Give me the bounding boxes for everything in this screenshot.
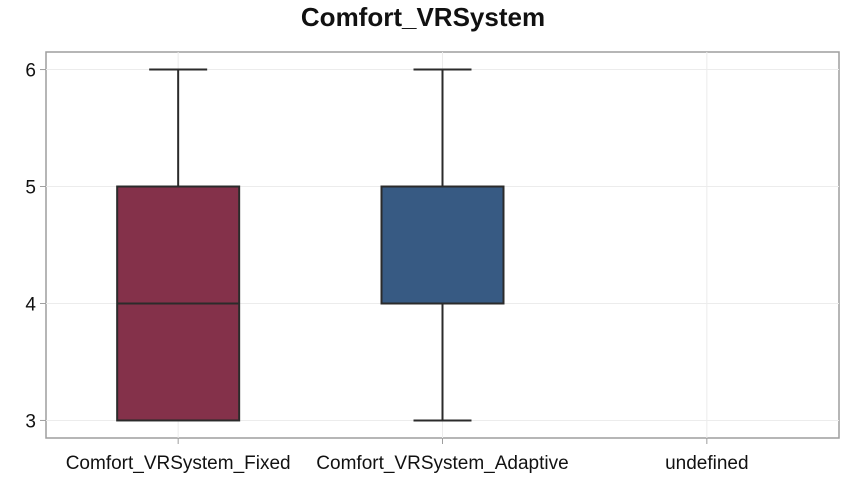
y-tick-label: 6 [25,61,36,82]
box-body [380,185,505,305]
y-tick-label: 3 [25,411,36,432]
x-tick-label: Comfort_VRSystem_Adaptive [316,453,568,474]
y-tick-label: 4 [25,294,36,315]
chart-title: Comfort_VRSystem [300,2,546,32]
x-tick-label: undefined [665,453,748,474]
y-tick-label: 5 [25,178,36,199]
box-Comfort_VRSystem_Adaptive [380,68,505,422]
box-Comfort_VRSystem_Fixed [116,68,241,422]
x-tick-label: Comfort_VRSystem_Fixed [66,453,291,474]
